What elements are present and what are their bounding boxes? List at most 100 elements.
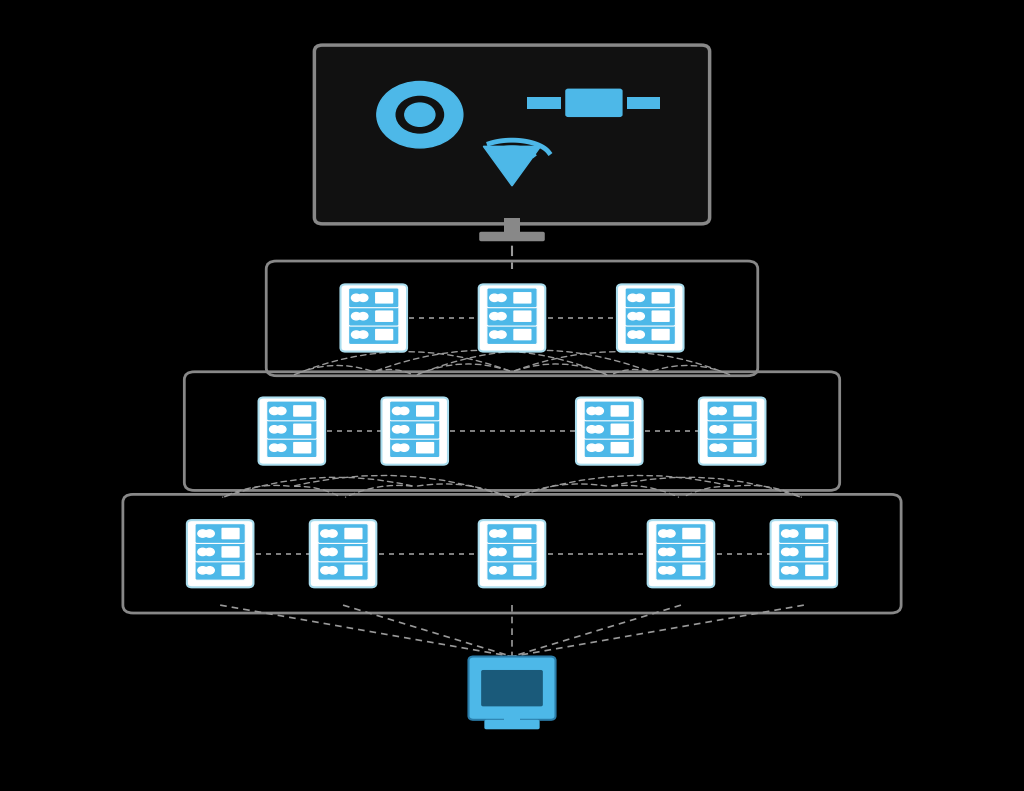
Circle shape bbox=[198, 548, 207, 555]
FancyBboxPatch shape bbox=[584, 401, 635, 421]
Circle shape bbox=[710, 426, 719, 433]
Circle shape bbox=[497, 312, 506, 320]
Circle shape bbox=[666, 530, 675, 537]
Circle shape bbox=[628, 294, 637, 301]
FancyBboxPatch shape bbox=[565, 89, 623, 117]
Circle shape bbox=[489, 294, 499, 301]
Circle shape bbox=[205, 548, 214, 555]
FancyBboxPatch shape bbox=[616, 285, 684, 352]
Circle shape bbox=[497, 566, 506, 574]
FancyBboxPatch shape bbox=[266, 438, 317, 457]
FancyBboxPatch shape bbox=[486, 324, 538, 345]
FancyBboxPatch shape bbox=[707, 438, 758, 457]
FancyBboxPatch shape bbox=[771, 520, 838, 587]
FancyBboxPatch shape bbox=[317, 560, 369, 581]
Circle shape bbox=[781, 566, 791, 574]
FancyBboxPatch shape bbox=[344, 546, 362, 558]
Circle shape bbox=[269, 444, 279, 452]
Circle shape bbox=[717, 426, 726, 433]
Circle shape bbox=[198, 530, 207, 537]
FancyBboxPatch shape bbox=[527, 97, 561, 109]
Circle shape bbox=[717, 444, 726, 452]
FancyBboxPatch shape bbox=[513, 546, 531, 558]
Circle shape bbox=[587, 426, 596, 433]
FancyBboxPatch shape bbox=[486, 524, 538, 543]
FancyBboxPatch shape bbox=[221, 528, 240, 539]
FancyBboxPatch shape bbox=[513, 528, 531, 539]
FancyBboxPatch shape bbox=[584, 419, 635, 439]
FancyBboxPatch shape bbox=[293, 442, 311, 453]
FancyBboxPatch shape bbox=[314, 45, 710, 224]
Circle shape bbox=[635, 312, 644, 320]
FancyBboxPatch shape bbox=[733, 405, 752, 417]
FancyBboxPatch shape bbox=[375, 329, 393, 340]
FancyBboxPatch shape bbox=[651, 329, 670, 340]
Circle shape bbox=[276, 426, 286, 433]
Circle shape bbox=[489, 566, 499, 574]
Circle shape bbox=[404, 103, 435, 127]
Circle shape bbox=[587, 407, 596, 414]
Circle shape bbox=[781, 530, 791, 537]
Circle shape bbox=[587, 444, 596, 452]
Circle shape bbox=[276, 444, 286, 452]
FancyBboxPatch shape bbox=[778, 560, 829, 581]
Circle shape bbox=[392, 444, 401, 452]
FancyBboxPatch shape bbox=[504, 711, 520, 723]
FancyBboxPatch shape bbox=[778, 542, 829, 562]
FancyBboxPatch shape bbox=[266, 401, 317, 421]
FancyBboxPatch shape bbox=[389, 438, 440, 457]
Circle shape bbox=[710, 407, 719, 414]
Circle shape bbox=[497, 530, 506, 537]
FancyBboxPatch shape bbox=[625, 324, 676, 345]
FancyBboxPatch shape bbox=[221, 546, 240, 558]
Circle shape bbox=[399, 407, 409, 414]
Circle shape bbox=[594, 444, 603, 452]
FancyBboxPatch shape bbox=[478, 520, 545, 587]
Circle shape bbox=[666, 566, 675, 574]
Circle shape bbox=[351, 312, 360, 320]
Circle shape bbox=[351, 294, 360, 301]
Circle shape bbox=[635, 331, 644, 339]
Circle shape bbox=[399, 444, 409, 452]
Circle shape bbox=[198, 566, 207, 574]
FancyBboxPatch shape bbox=[317, 524, 369, 543]
FancyBboxPatch shape bbox=[317, 542, 369, 562]
FancyBboxPatch shape bbox=[610, 405, 629, 417]
FancyBboxPatch shape bbox=[651, 310, 670, 322]
Circle shape bbox=[328, 530, 337, 537]
FancyBboxPatch shape bbox=[584, 438, 635, 457]
FancyBboxPatch shape bbox=[195, 524, 246, 543]
Circle shape bbox=[635, 294, 644, 301]
FancyBboxPatch shape bbox=[805, 546, 823, 558]
FancyBboxPatch shape bbox=[627, 97, 660, 109]
FancyBboxPatch shape bbox=[344, 565, 362, 576]
Circle shape bbox=[276, 407, 286, 414]
Circle shape bbox=[205, 530, 214, 537]
FancyBboxPatch shape bbox=[381, 397, 449, 465]
Circle shape bbox=[321, 566, 330, 574]
FancyBboxPatch shape bbox=[575, 397, 643, 465]
FancyBboxPatch shape bbox=[486, 288, 538, 308]
Circle shape bbox=[269, 407, 279, 414]
FancyBboxPatch shape bbox=[293, 405, 311, 417]
FancyBboxPatch shape bbox=[375, 310, 393, 322]
Circle shape bbox=[328, 566, 337, 574]
Circle shape bbox=[710, 444, 719, 452]
FancyBboxPatch shape bbox=[778, 524, 829, 543]
FancyBboxPatch shape bbox=[805, 528, 823, 539]
FancyBboxPatch shape bbox=[513, 292, 531, 304]
FancyBboxPatch shape bbox=[648, 520, 715, 587]
FancyBboxPatch shape bbox=[389, 401, 440, 421]
FancyBboxPatch shape bbox=[707, 419, 758, 439]
Circle shape bbox=[328, 548, 337, 555]
FancyBboxPatch shape bbox=[416, 423, 434, 435]
FancyBboxPatch shape bbox=[348, 306, 399, 326]
FancyBboxPatch shape bbox=[610, 442, 629, 453]
FancyBboxPatch shape bbox=[682, 528, 700, 539]
Circle shape bbox=[781, 548, 791, 555]
FancyBboxPatch shape bbox=[513, 565, 531, 576]
FancyBboxPatch shape bbox=[293, 423, 311, 435]
FancyBboxPatch shape bbox=[195, 560, 246, 581]
Circle shape bbox=[628, 312, 637, 320]
Circle shape bbox=[497, 331, 506, 339]
